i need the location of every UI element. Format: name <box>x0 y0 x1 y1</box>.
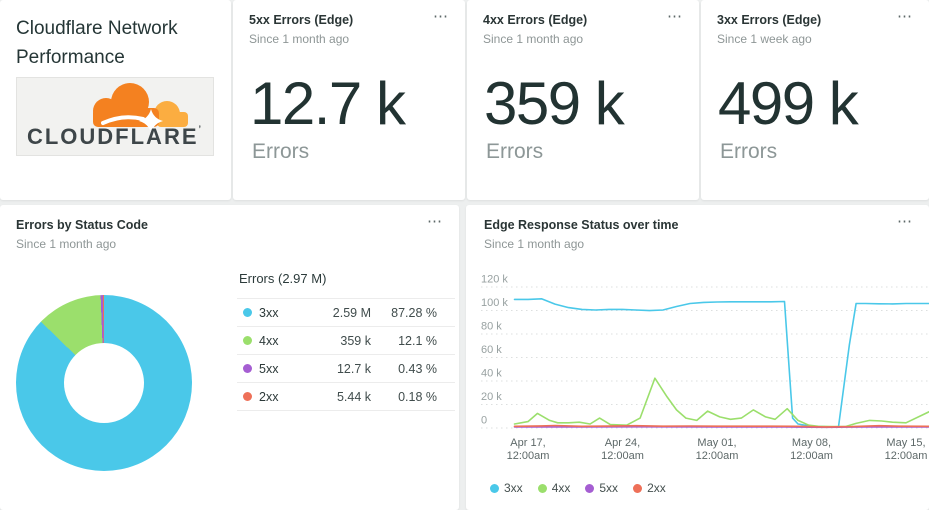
line-legend-item[interactable]: 2xx <box>633 481 666 495</box>
series-percent: 0.43 % <box>398 361 437 376</box>
series-value: 12.7 k <box>336 361 371 376</box>
widget-card-edge-response-status: Edge Response Status over time Since 1 m… <box>466 205 929 510</box>
stat-value: 359 k <box>484 70 625 137</box>
pie-legend-row[interactable]: 4xx 359 k 12.1 % <box>237 327 455 355</box>
svg-text:12:00am: 12:00am <box>696 450 739 462</box>
stat-unit: Errors <box>252 140 310 163</box>
svg-text:12:00am: 12:00am <box>885 450 928 462</box>
line-legend-item[interactable]: 4xx <box>537 481 571 495</box>
svg-text:May 15,: May 15, <box>886 437 925 449</box>
svg-text:60 k: 60 k <box>481 344 502 356</box>
svg-text:100 k: 100 k <box>481 297 508 309</box>
widget-time-range: Since 1 month ago <box>16 237 117 251</box>
donut-chart[interactable] <box>16 295 192 471</box>
series-color-dot <box>243 336 252 345</box>
overflow-menu-icon[interactable]: ⋯ <box>427 213 443 230</box>
series-value: 2.59 M <box>332 305 371 320</box>
pie-legend-rows: 3xx 2.59 M 87.28 % 4xx 359 k 12.1 % 5xx 12.7 k 0… <box>237 298 455 411</box>
svg-text:12:00am: 12:00am <box>790 450 833 462</box>
widget-card-4xx-errors: 4xx Errors (Edge) Since 1 month ago ⋯ 35… <box>467 0 699 200</box>
series-label: 2xx <box>259 389 279 404</box>
pie-legend-table: Errors (2.97 M) 3xx 2.59 M 87.28 % 4xx 359 k… <box>237 267 455 411</box>
widget-time-range: Since 1 month ago <box>249 32 350 46</box>
svg-text:0: 0 <box>481 415 487 427</box>
stat-unit: Errors <box>720 140 778 163</box>
series-percent: 87.28 % <box>391 305 437 320</box>
widget-title: 5xx Errors (Edge) <box>249 13 354 27</box>
svg-text:40 k: 40 k <box>481 368 502 380</box>
series-color-dot <box>633 483 643 493</box>
widget-title: 4xx Errors (Edge) <box>483 13 588 27</box>
series-color-dot <box>243 392 252 401</box>
svg-text:120 k: 120 k <box>481 274 508 286</box>
widget-time-range: Since 1 week ago <box>717 32 812 46</box>
widget-title: Errors by Status Code <box>16 218 148 232</box>
svg-text:20 k: 20 k <box>481 391 502 403</box>
cloudflare-cloud-icon <box>93 83 188 133</box>
cloudflare-logo: CLOUDFLARE’ <box>16 77 214 156</box>
widget-card-5xx-errors: 5xx Errors (Edge) Since 1 month ago ⋯ 12… <box>233 0 465 200</box>
series-label: 4xx <box>551 481 571 495</box>
pie-legend-row[interactable]: 2xx 5.44 k 0.18 % <box>237 383 455 411</box>
pie-legend-row[interactable]: 3xx 2.59 M 87.28 % <box>237 298 455 327</box>
overflow-menu-icon[interactable]: ⋯ <box>667 8 683 25</box>
svg-text:Apr 17,: Apr 17, <box>510 437 545 449</box>
series-label: 3xx <box>259 305 279 320</box>
stat-unit: Errors <box>486 140 544 163</box>
cloudflare-logo-text: CLOUDFLARE’ <box>26 124 204 149</box>
widget-time-range: Since 1 month ago <box>483 32 584 46</box>
svg-text:12:00am: 12:00am <box>601 450 644 462</box>
widget-card-errors-by-status-code: Errors by Status Code Since 1 month ago … <box>0 205 459 510</box>
pie-legend-row[interactable]: 5xx 12.7 k 0.43 % <box>237 355 455 383</box>
series-value: 5.44 k <box>336 389 371 404</box>
series-percent: 12.1 % <box>398 333 437 348</box>
donut-hole <box>64 343 144 423</box>
overflow-menu-icon[interactable]: ⋯ <box>897 213 913 230</box>
svg-text:12:00am: 12:00am <box>507 450 550 462</box>
pie-legend-title: Errors (2.97 M) <box>239 271 327 286</box>
series-label: 5xx <box>259 361 279 376</box>
series-label: 2xx <box>647 481 666 495</box>
overflow-menu-icon[interactable]: ⋯ <box>433 8 449 25</box>
overflow-menu-icon[interactable]: ⋯ <box>897 8 913 25</box>
svg-text:May 08,: May 08, <box>792 437 831 449</box>
page-title: Cloudflare Network Performance <box>16 18 178 68</box>
svg-text:May 01,: May 01, <box>697 437 736 449</box>
widget-title: Edge Response Status over time <box>484 218 679 232</box>
line-legend: 3xx 4xx 5xx 2xx <box>490 481 666 495</box>
series-color-dot <box>537 483 547 493</box>
widget-card-3xx-errors: 3xx Errors (Edge) Since 1 week ago ⋯ 499… <box>701 0 929 200</box>
stat-value: 499 k <box>718 70 859 137</box>
series-color-dot <box>243 364 252 373</box>
series-color-dot <box>490 483 499 493</box>
series-value: 359 k <box>340 333 371 348</box>
series-label: 5xx <box>599 481 619 495</box>
svg-text:Apr 24,: Apr 24, <box>605 437 640 449</box>
series-percent: 0.18 % <box>398 389 437 404</box>
series-color-dot <box>243 308 252 317</box>
line-legend-item[interactable]: 5xx <box>585 481 618 495</box>
series-label: 4xx <box>259 333 279 348</box>
widget-card-dashboard-title: Cloudflare Network Performance CLOUDFLAR… <box>0 0 231 200</box>
widget-time-range: Since 1 month ago <box>484 237 585 251</box>
series-color-dot <box>585 483 595 493</box>
stat-value: 12.7 k <box>250 70 406 137</box>
line-legend-item[interactable]: 3xx <box>490 481 523 495</box>
svg-text:80 k: 80 k <box>481 321 502 333</box>
widget-title: 3xx Errors (Edge) <box>717 13 822 27</box>
series-label: 3xx <box>504 481 523 495</box>
